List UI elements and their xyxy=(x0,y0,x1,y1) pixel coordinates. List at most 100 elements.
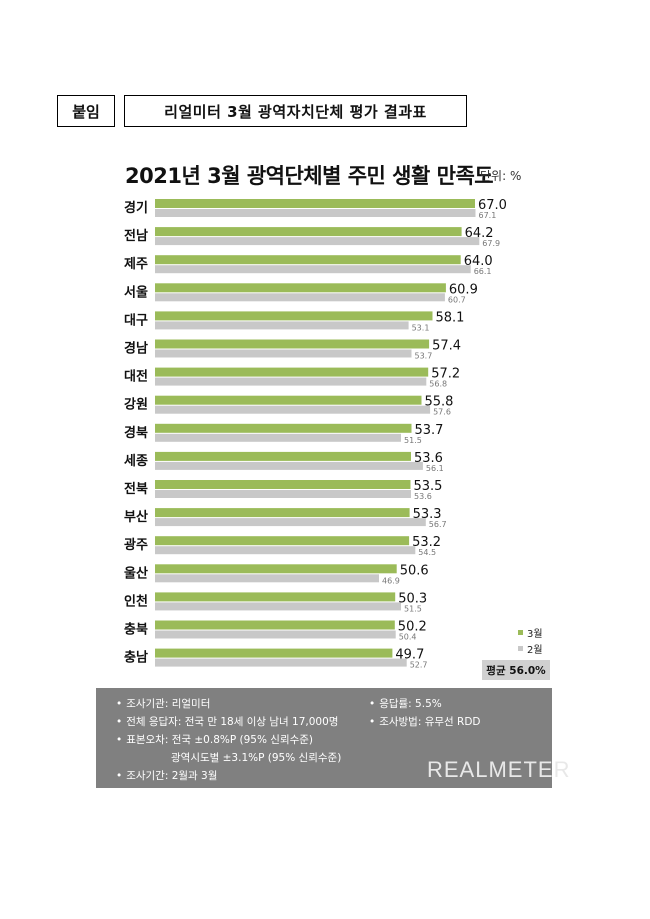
bar-february xyxy=(155,490,411,498)
value-label-march: 58.1 xyxy=(436,310,465,325)
bar-march xyxy=(155,199,475,208)
bar-february xyxy=(155,405,431,414)
region-label: 대구 xyxy=(124,313,148,328)
value-label-march: 57.4 xyxy=(432,339,461,354)
region-label: 충북 xyxy=(124,622,148,638)
bar-march xyxy=(155,311,433,321)
bar-march xyxy=(155,592,396,602)
value-label-february: 51.5 xyxy=(404,436,422,445)
value-label-february: 52.7 xyxy=(410,661,428,670)
value-label-february: 66.1 xyxy=(474,267,492,276)
region-label: 경남 xyxy=(124,341,148,357)
bar-march xyxy=(155,536,410,546)
info-error-national: • 표본오차: 전국 ±0.8%P (95% 신뢰수준) xyxy=(116,734,314,746)
bar-march xyxy=(155,395,422,405)
value-label-february: 51.5 xyxy=(404,604,422,613)
legend: 3월 2월 xyxy=(518,624,543,656)
bar-february xyxy=(155,209,476,217)
region-label: 세종 xyxy=(124,454,148,469)
region-label: 대전 xyxy=(124,369,148,385)
value-label-march: 53.3 xyxy=(413,507,442,522)
chart-title: 2021년 3월 광역단체별 주민 생활 만족도 xyxy=(125,164,494,188)
bar-march xyxy=(155,508,410,518)
region-label: 강원 xyxy=(124,397,148,413)
value-label-march: 57.2 xyxy=(431,367,460,382)
legend-item-february: 2월 xyxy=(518,640,543,656)
bar-february xyxy=(155,574,379,583)
bar-march xyxy=(155,255,461,265)
legend-label-march: 3월 xyxy=(527,628,543,640)
bar-march xyxy=(155,451,411,461)
value-label-march: 64.2 xyxy=(465,226,494,241)
value-label-march: 49.7 xyxy=(395,648,424,663)
value-label-march: 60.9 xyxy=(449,282,478,297)
bar-february xyxy=(155,546,416,555)
value-label-march: 55.8 xyxy=(425,395,454,410)
bar-february xyxy=(155,630,396,639)
info-method: • 조사방법: 유무선 RDD xyxy=(369,716,481,728)
value-label-february: 67.9 xyxy=(482,239,500,248)
attachment-tag: 붙임 xyxy=(57,95,115,127)
bar-march xyxy=(155,283,446,293)
value-label-february: 46.9 xyxy=(382,576,400,585)
bar-february xyxy=(155,433,401,442)
region-label: 전남 xyxy=(124,228,148,244)
value-label-march: 67.0 xyxy=(478,198,507,213)
value-label-february: 54.5 xyxy=(418,548,436,557)
average-badge: 평균 56.0% xyxy=(482,660,550,680)
value-label-february: 53.1 xyxy=(412,323,430,332)
region-label: 광주 xyxy=(124,538,148,553)
info-response-rate: • 응답률: 5.5% xyxy=(369,698,442,710)
bar-march xyxy=(155,480,411,489)
value-label-february: 56.1 xyxy=(426,464,444,473)
value-label-march: 53.5 xyxy=(414,479,443,494)
legend-label-february: 2월 xyxy=(527,644,543,656)
region-label: 전북 xyxy=(124,481,148,497)
value-label-march: 50.2 xyxy=(398,620,427,635)
unit-label: 단위: % xyxy=(480,169,522,183)
info-period: • 조사기간: 2월과 3월 xyxy=(116,770,218,782)
bar-february xyxy=(155,293,445,302)
bar-march xyxy=(155,564,397,574)
value-label-february: 60.7 xyxy=(448,295,466,304)
realmeter-logo: REALMETER xyxy=(427,757,571,782)
value-label-march: 53.7 xyxy=(415,423,444,438)
legend-item-march: 3월 xyxy=(518,624,543,640)
region-label: 부산 xyxy=(124,509,148,525)
region-label: 제주 xyxy=(124,257,148,272)
region-label: 경북 xyxy=(124,425,148,441)
bar-march xyxy=(155,648,393,658)
bar-february xyxy=(155,349,412,358)
value-label-february: 53.6 xyxy=(414,492,432,501)
legend-swatch-february xyxy=(518,645,523,651)
region-label: 서울 xyxy=(124,284,148,300)
bar-february xyxy=(155,377,427,386)
bar-march xyxy=(155,339,430,349)
bar-march xyxy=(155,423,412,433)
bar-march xyxy=(155,620,395,630)
report-title: 리얼미터 3월 광역자치단체 평가 결과표 xyxy=(124,95,467,127)
legend-swatch-march xyxy=(518,629,523,635)
bar-february xyxy=(155,265,471,274)
value-label-february: 53.7 xyxy=(415,352,433,361)
info-error-regional: 광역시도별 ±3.1%P (95% 신뢰수준) xyxy=(171,752,342,764)
value-label-february: 67.1 xyxy=(479,211,497,220)
bar-march xyxy=(155,367,429,377)
value-label-march: 53.6 xyxy=(414,451,443,466)
region-label: 충남 xyxy=(124,650,148,666)
bar-february xyxy=(155,461,423,470)
value-label-february: 57.6 xyxy=(433,408,451,417)
region-label: 인천 xyxy=(124,593,148,609)
survey-info-panel: • 조사기관: 리얼미터 • 전체 응답자: 전국 만 18세 이상 남녀 17,0… xyxy=(96,688,552,788)
value-label-february: 56.8 xyxy=(429,380,447,389)
region-label: 경기 xyxy=(124,200,148,216)
value-label-february: 56.7 xyxy=(429,520,447,529)
bar-february xyxy=(155,602,401,611)
bar-february xyxy=(155,658,407,667)
bar-march xyxy=(155,227,462,237)
value-label-march: 50.6 xyxy=(400,563,429,578)
value-label-february: 50.4 xyxy=(399,633,417,642)
value-label-march: 64.0 xyxy=(464,254,493,269)
info-agency: • 조사기관: 리얼미터 xyxy=(116,698,211,710)
